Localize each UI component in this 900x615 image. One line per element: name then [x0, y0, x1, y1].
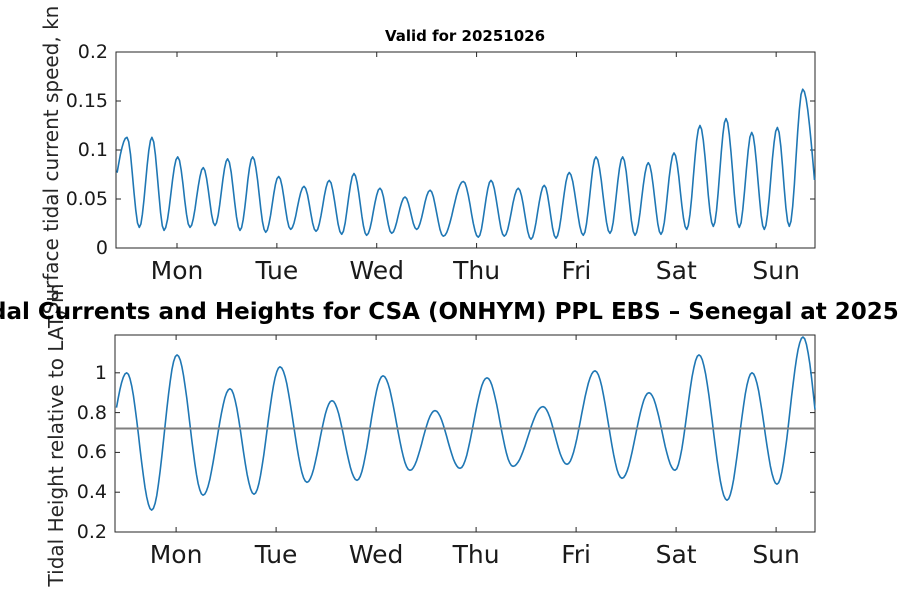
x-tick-label: Mon: [150, 256, 204, 285]
x-tick-label: Tue: [255, 256, 299, 285]
y-tick-label: 0.2: [77, 41, 108, 63]
x-tick-label: Fri: [561, 540, 591, 569]
x-tick-label: Wed: [348, 540, 404, 569]
x-tick-label: Wed: [349, 256, 404, 285]
x-tick-label: Sun: [752, 256, 800, 285]
y-tick-label: 0.4: [76, 481, 107, 504]
y-tick-label: 0: [95, 237, 108, 259]
current-speed-curve: [116, 88, 816, 240]
y-tick-label: 0.05: [65, 188, 108, 210]
tide-height-curve: [115, 336, 816, 511]
x-tick-label: Sun: [752, 540, 800, 569]
y-tick-label: 0.1: [77, 139, 108, 161]
top-chart-axes-box: [115, 51, 816, 249]
y-tick-label: 0.15: [65, 90, 108, 112]
y-tick-label: 0.2: [76, 521, 107, 543]
x-tick-label: Thu: [453, 256, 501, 285]
figure-main-title: dal Currents and Heights for CSA (ONHYM)…: [0, 299, 899, 325]
x-tick-label: Sat: [655, 256, 697, 285]
y-tick-label: 1: [94, 361, 107, 384]
x-tick-label: Mon: [149, 540, 203, 569]
x-tick-label: Fri: [561, 256, 592, 285]
x-tick-label: Sat: [655, 540, 697, 569]
y-tick-label: 0.8: [76, 401, 107, 424]
figure: { "figure": { "main_title": "dal Current…: [0, 5, 899, 587]
chart-canvas: [114, 51, 816, 533]
y-tick-label: 0.6: [76, 441, 107, 464]
bottom-chart-axes-box: [114, 334, 816, 533]
x-tick-label: Tue: [254, 540, 298, 569]
top-chart-title: Valid for 20251026: [384, 27, 546, 45]
x-tick-label: Thu: [452, 540, 500, 569]
